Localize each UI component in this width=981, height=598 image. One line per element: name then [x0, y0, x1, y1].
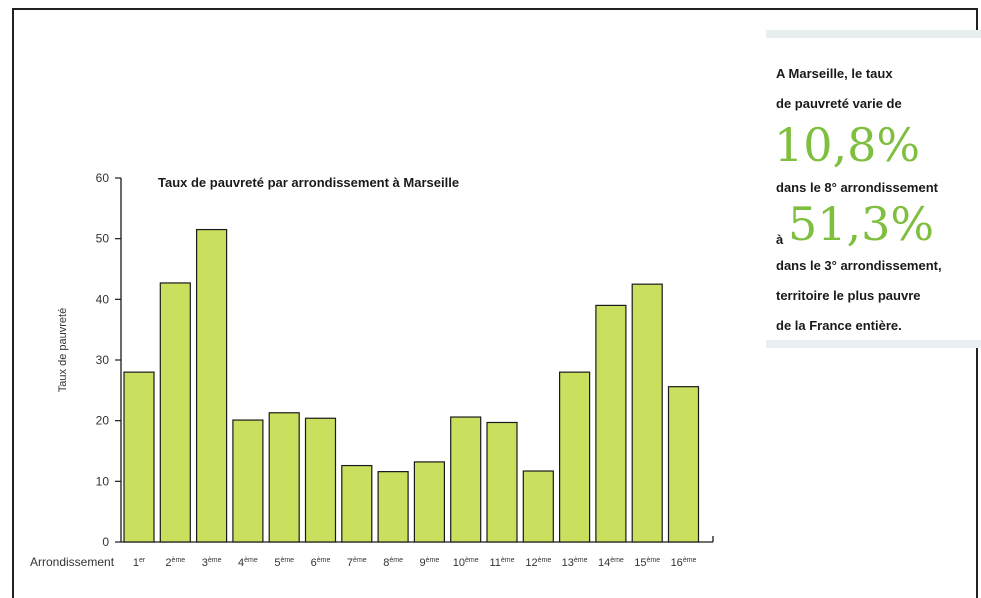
y-axis-label: Taux de pauvreté — [57, 308, 69, 392]
bar-14ème — [595, 304, 627, 543]
callout-line-1: A Marseille, le taux — [776, 66, 893, 81]
bar-5ème — [268, 412, 300, 543]
x-tick-label-10ème: 10ème — [453, 557, 479, 569]
bar-9ème — [413, 461, 445, 543]
plot-area: 0 10 20 30 40 50 60 1er 2ème 3ème 4ème 5ème 6ème 7ème… — [96, 171, 714, 569]
bar-3ème — [196, 228, 228, 543]
bar-4ème — [232, 419, 264, 543]
bar-15ème — [631, 283, 663, 543]
x-tick-label-11ème: 11ème — [489, 557, 514, 569]
x-tick-label-1er: 1er — [133, 557, 146, 569]
x-tick-label-12ème: 12ème — [525, 557, 551, 569]
y-tick-label-30: 30 — [96, 353, 110, 367]
chart-title: Taux de pauvreté par arrondissement à Ma… — [158, 175, 459, 190]
bar-10ème — [450, 416, 482, 543]
x-tick-label-7ème: 7ème — [347, 557, 367, 569]
callout-prefix-a: à — [776, 232, 784, 247]
callout-line-5: territoire le plus pauvre — [776, 288, 921, 303]
x-tick-label-8ème: 8ème — [383, 557, 403, 569]
y-tick-label-10: 10 — [96, 474, 110, 488]
x-tick-label-2ème: 2ème — [165, 557, 185, 569]
x-tick-label-13ème: 13ème — [562, 557, 588, 569]
bar-chart: Taux de pauvreté par arrondissement à Ma… — [30, 171, 714, 569]
x-tick-label-5ème: 5ème — [274, 557, 294, 569]
x-axis-label: Arrondissement — [30, 555, 115, 569]
x-tick-label-14ème: 14ème — [598, 557, 624, 569]
callout-line-4: dans le 3° arrondissement, — [776, 258, 942, 273]
bar-1er — [123, 371, 155, 543]
callout-value-high: 51,3% — [788, 197, 935, 251]
y-tick-label-0: 0 — [102, 535, 109, 549]
callout-line-3: dans le 8° arrondissement — [776, 180, 938, 195]
x-tick-label-9ème: 9ème — [420, 557, 440, 569]
callout-panel: A Marseille, le taux de pauvreté varie d… — [766, 30, 981, 348]
callout-value-low: 10,8% — [774, 118, 921, 172]
bar-7ème — [341, 464, 373, 543]
bar-13ème — [558, 371, 591, 543]
x-tick-label-4ème: 4ème — [238, 557, 258, 569]
bar-6ème — [304, 417, 337, 543]
bar-2ème — [159, 282, 191, 543]
bar-12ème — [522, 470, 554, 543]
x-tick-label-16ème: 16ème — [671, 557, 697, 569]
bar-11ème — [486, 421, 518, 543]
y-tick-label-40: 40 — [96, 292, 110, 306]
x-tick-label-6ème: 6ème — [311, 557, 331, 569]
bar-8ème — [377, 471, 409, 543]
callout-line-2: de pauvreté varie de — [776, 96, 902, 111]
bar-16ème — [667, 386, 700, 543]
y-tick-label-20: 20 — [96, 414, 110, 428]
x-tick-label-3ème: 3ème — [202, 557, 222, 569]
callout-line-6: de la France entière. — [776, 318, 902, 333]
y-tick-label-50: 50 — [96, 232, 110, 246]
y-tick-label-60: 60 — [96, 171, 110, 185]
x-tick-label-15ème: 15ème — [634, 557, 660, 569]
